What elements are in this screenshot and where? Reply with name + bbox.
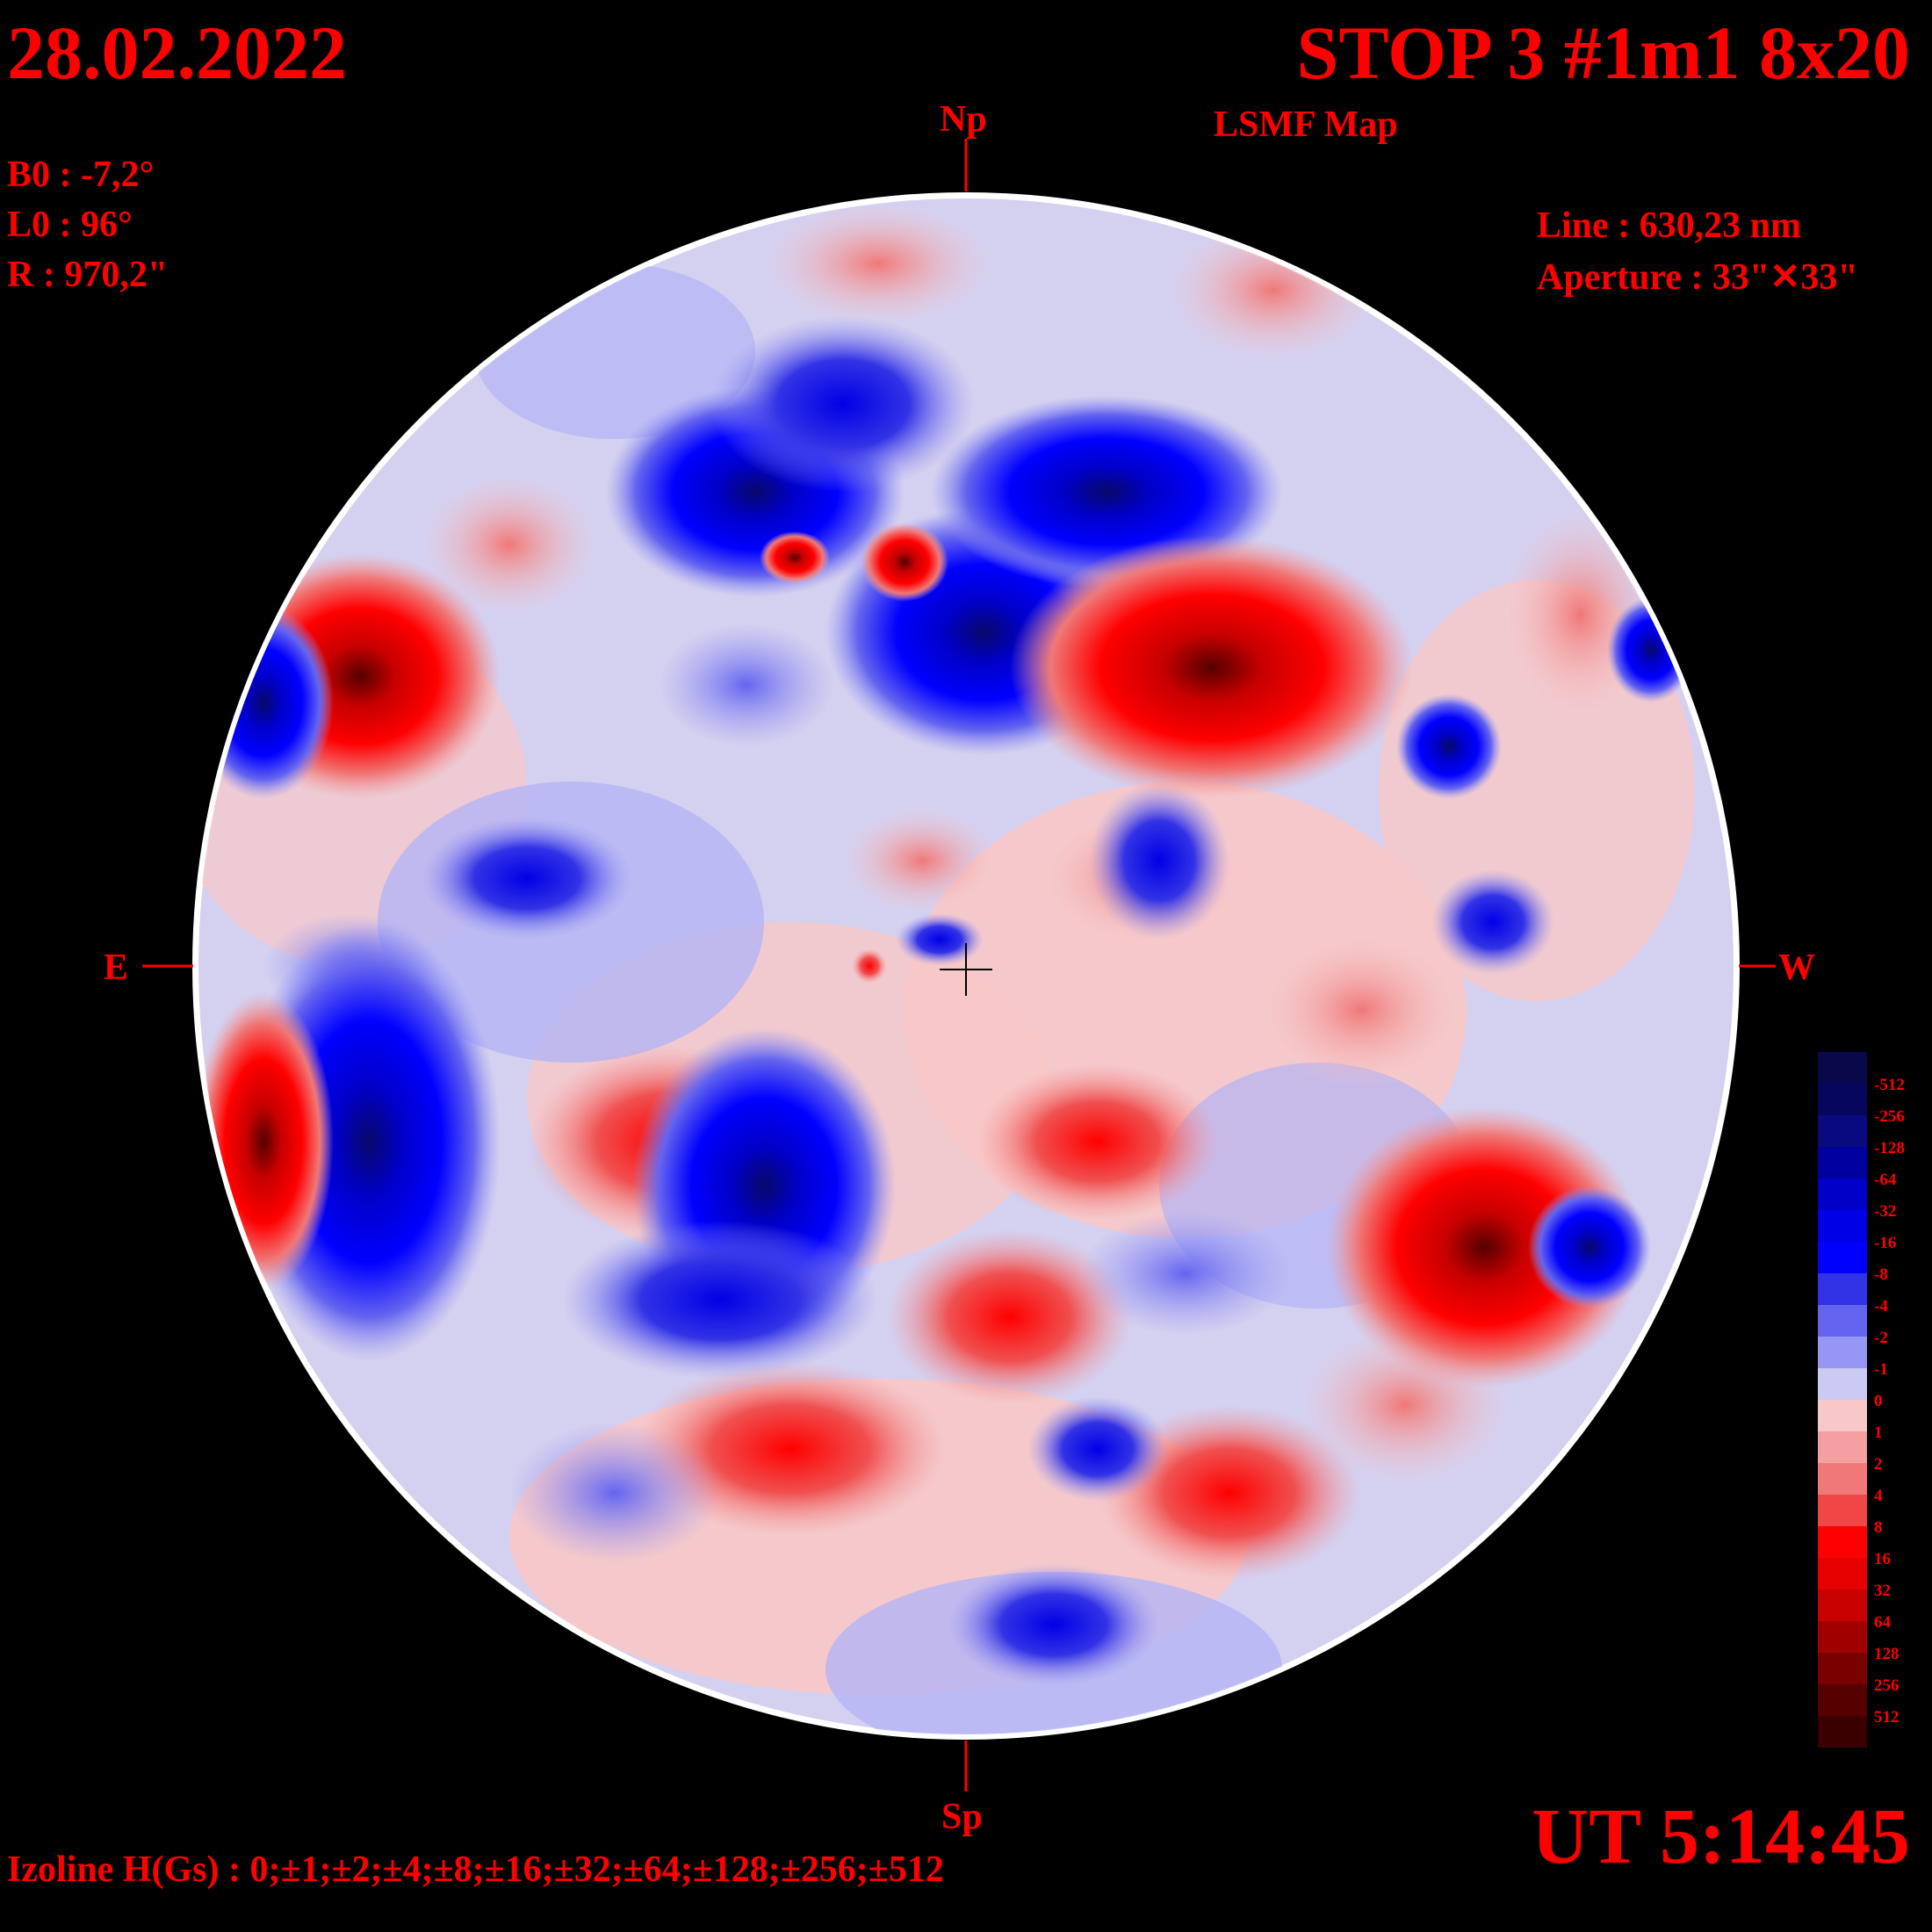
color-scale-cell (1818, 1431, 1867, 1463)
map-title: STOP 3 #1m1 8x20 (1296, 11, 1910, 95)
param-l0: L0 : 96° (7, 205, 133, 245)
color-scale-label: -2 (1874, 1329, 1888, 1347)
observation-time: UT 5:14:45 (1532, 1793, 1910, 1880)
color-scale-label: 16 (1874, 1550, 1891, 1568)
color-scale-label: -32 (1874, 1202, 1897, 1221)
color-scale-cell (1818, 1716, 1867, 1748)
color-scale-cell (1818, 1684, 1867, 1716)
color-scale-label: 128 (1874, 1645, 1900, 1663)
color-scale-cell (1818, 1052, 1867, 1084)
color-scale-cell (1818, 1337, 1867, 1368)
color-scale-label: 256 (1874, 1676, 1900, 1695)
color-scale-cell (1818, 1147, 1867, 1179)
west-label: W (1778, 948, 1815, 988)
field-patches (195, 198, 1734, 1737)
color-scale-label: -128 (1874, 1139, 1905, 1157)
color-scale-cell (1818, 1179, 1867, 1210)
color-scale-label: 64 (1874, 1613, 1891, 1632)
color-scale-label: -8 (1874, 1265, 1888, 1284)
color-scale-cell (1818, 1558, 1867, 1590)
color-scale-cell (1818, 1653, 1867, 1684)
color-scale-cell (1818, 1400, 1867, 1431)
color-scale-label: -4 (1874, 1297, 1888, 1316)
color-scale-label: -1 (1874, 1360, 1888, 1379)
param-line: Line : 630,23 nm (1537, 205, 1802, 246)
color-scale-cell (1818, 1210, 1867, 1242)
color-scale-label: 32 (1874, 1582, 1891, 1600)
color-scale-cell (1818, 1368, 1867, 1400)
map-subtitle: LSMF Map (1214, 105, 1398, 145)
color-scale-cell (1818, 1463, 1867, 1495)
color-scale-label: -512 (1874, 1076, 1905, 1094)
color-scale-label: 4 (1874, 1487, 1883, 1505)
color-scale-cell (1818, 1526, 1867, 1558)
east-label: E (104, 948, 129, 988)
color-scale-label: -256 (1874, 1107, 1905, 1126)
color-scale-label: 1 (1874, 1424, 1883, 1442)
color-scale-label: 8 (1874, 1518, 1883, 1537)
color-scale-label: 512 (1874, 1708, 1900, 1727)
param-radius: R : 970,2" (7, 255, 169, 295)
color-scale-cell (1818, 1495, 1867, 1526)
observation-date: 28.02.2022 (7, 11, 347, 95)
color-scale-cell (1818, 1273, 1867, 1305)
color-scale-cell (1818, 1242, 1867, 1273)
center-crosshair (940, 943, 992, 996)
color-scale-cell (1818, 1305, 1867, 1337)
color-scale-label: 0 (1874, 1392, 1883, 1410)
param-b0: B0 : -7,2° (7, 155, 155, 195)
south-label: Sp (941, 1797, 983, 1837)
color-scale-label: -16 (1874, 1234, 1897, 1252)
color-scale-cell (1818, 1084, 1867, 1115)
north-label: Np (940, 99, 987, 140)
color-scale-cell (1818, 1621, 1867, 1653)
color-scale-cell (1818, 1590, 1867, 1621)
color-scale-cell (1818, 1115, 1867, 1147)
izoline-legend: Izoline H(Gs) : 0;±1;±2;±4;±8;±16;±32;±6… (7, 1849, 944, 1890)
color-scale-bar (1818, 1052, 1867, 1748)
color-scale-label: -64 (1874, 1171, 1897, 1189)
param-aperture: Aperture : 33"✕33" (1537, 257, 1858, 298)
color-scale-label: 2 (1874, 1455, 1883, 1474)
